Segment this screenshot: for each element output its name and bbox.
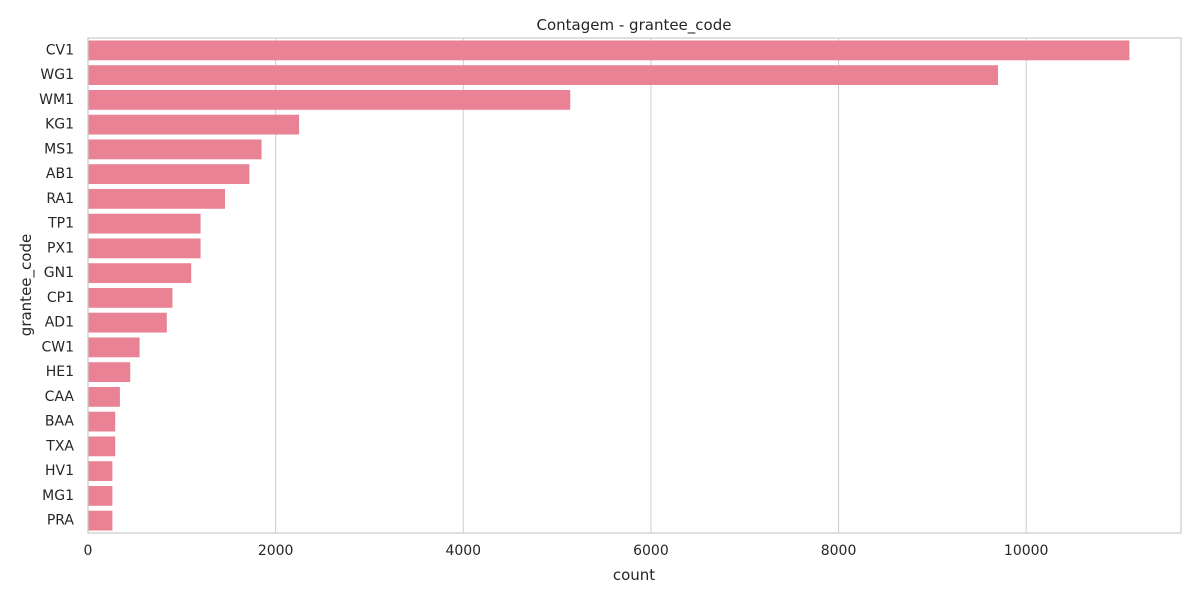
bar-ms1 bbox=[88, 139, 262, 160]
chart-title: Contagem - grantee_code bbox=[537, 16, 732, 35]
bar-gn1 bbox=[88, 263, 192, 284]
y-tick-label: AB1 bbox=[46, 166, 74, 182]
x-tick-label: 4000 bbox=[445, 543, 481, 559]
y-tick-label: CW1 bbox=[41, 339, 74, 355]
x-tick-label: 0 bbox=[84, 543, 93, 559]
bar-pra bbox=[88, 510, 113, 531]
bar-mg1 bbox=[88, 485, 113, 506]
bar-wg1 bbox=[88, 65, 999, 86]
bar-cp1 bbox=[88, 287, 173, 308]
y-tick-label: GN1 bbox=[44, 265, 74, 281]
y-tick-label: WM1 bbox=[39, 92, 74, 108]
x-tick-label: 6000 bbox=[633, 543, 669, 559]
y-tick-label: PRA bbox=[47, 513, 75, 529]
bar-hv1 bbox=[88, 461, 113, 482]
bar-kg1 bbox=[88, 114, 300, 135]
bar-caa bbox=[88, 386, 120, 407]
y-tick-labels: CV1 WG1 WM1 KG1 MS1 AB1 RA1 TP1 PX1 GN1 CP1 AD1 CW1 H… bbox=[39, 42, 74, 528]
bars bbox=[88, 40, 1130, 531]
bar-cw1 bbox=[88, 337, 140, 358]
bar-px1 bbox=[88, 238, 201, 259]
bar-ra1 bbox=[88, 188, 225, 209]
bar-wm1 bbox=[88, 89, 571, 110]
x-tick-label: 8000 bbox=[821, 543, 857, 559]
bar-baa bbox=[88, 411, 116, 432]
y-tick-label: AD1 bbox=[45, 315, 74, 331]
y-tick-label: BAA bbox=[45, 414, 75, 430]
bar-ad1 bbox=[88, 312, 167, 333]
y-tick-label: HV1 bbox=[45, 463, 74, 479]
x-tick-label: 2000 bbox=[258, 543, 294, 559]
bar-txa bbox=[88, 436, 116, 457]
y-axis-label: grantee_code bbox=[17, 234, 36, 336]
y-tick-label: PX1 bbox=[47, 240, 74, 256]
x-axis-label: count bbox=[613, 566, 655, 584]
bar-he1 bbox=[88, 362, 131, 383]
bar-ab1 bbox=[88, 164, 250, 185]
axes-frame bbox=[87, 37, 1182, 534]
y-tick-label: CP1 bbox=[47, 290, 74, 306]
y-tick-label: KG1 bbox=[45, 117, 74, 133]
y-tick-label: WG1 bbox=[40, 67, 74, 83]
x-tick-labels: 0 2000 4000 6000 8000 10000 bbox=[84, 543, 1049, 559]
y-tick-label: HE1 bbox=[46, 364, 74, 380]
bar-tp1 bbox=[88, 213, 201, 234]
bar-cv1 bbox=[88, 40, 1130, 61]
y-tick-label: TXA bbox=[45, 438, 74, 454]
y-tick-label: TP1 bbox=[47, 216, 74, 232]
y-tick-label: MG1 bbox=[42, 488, 74, 504]
axes-spines bbox=[87, 37, 1182, 534]
y-tick-label: CV1 bbox=[46, 42, 74, 58]
y-tick-label: CAA bbox=[45, 389, 75, 405]
y-tick-label: RA1 bbox=[46, 191, 74, 207]
grid-lines bbox=[87, 38, 1027, 533]
y-tick-label: MS1 bbox=[44, 141, 74, 157]
x-tick-label: 10000 bbox=[1004, 543, 1049, 559]
